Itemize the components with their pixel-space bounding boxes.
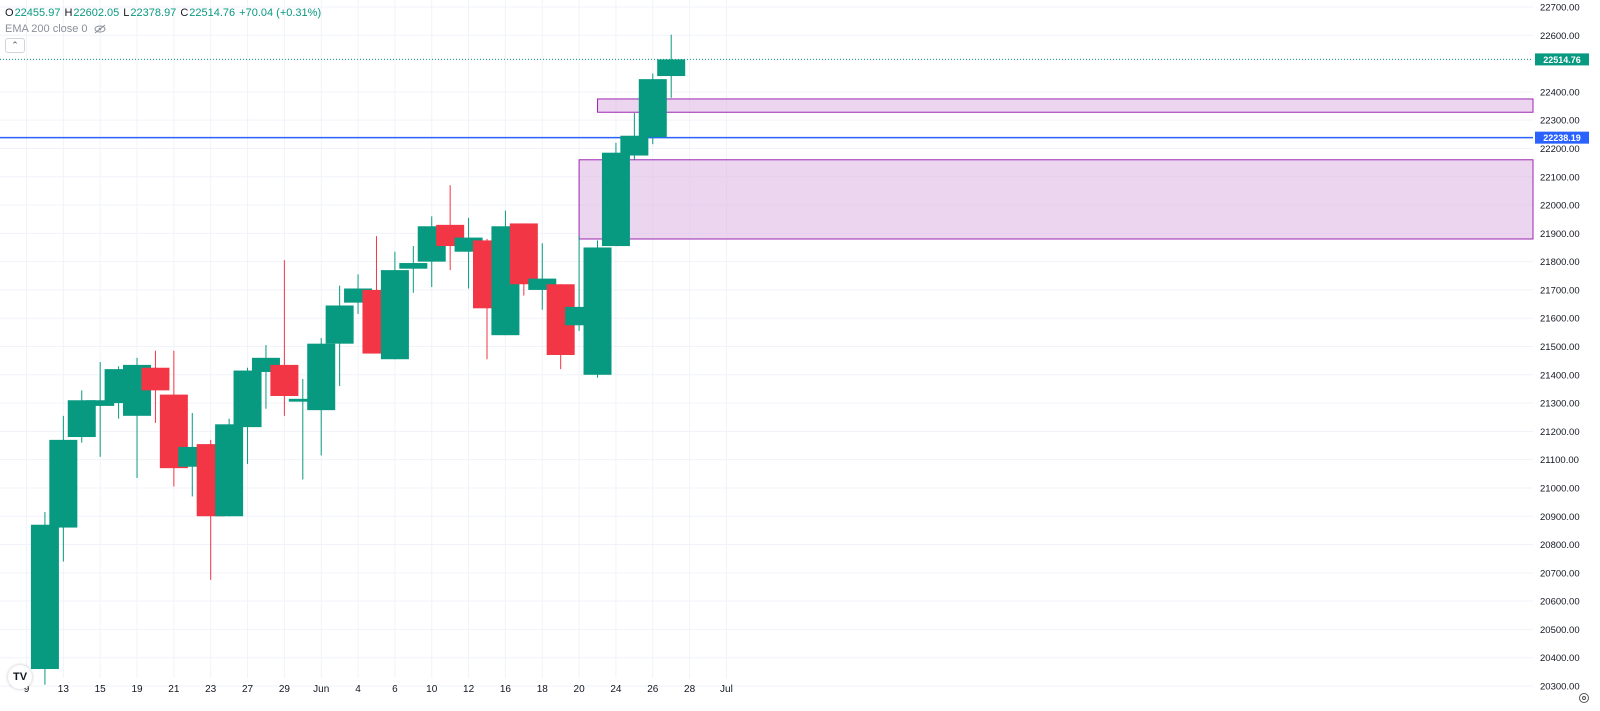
candle-body <box>380 270 409 360</box>
x-tick-label: 23 <box>205 684 217 695</box>
x-tick-label: 16 <box>500 684 512 695</box>
candle-body <box>399 263 428 269</box>
y-tick-label: 21800.00 <box>1540 257 1580 268</box>
y-tick-label: 20400.00 <box>1540 653 1580 664</box>
zone-rectangle <box>597 98 1534 113</box>
y-tick-label: 22000.00 <box>1540 201 1580 212</box>
y-tick-label: 22100.00 <box>1540 172 1580 183</box>
line-price-badge: 22238.19 <box>1543 133 1581 143</box>
candle-body <box>638 79 667 138</box>
y-tick-label: 22600.00 <box>1540 31 1580 42</box>
candle-body <box>67 400 96 438</box>
indicator-legend[interactable]: EMA 200 close 0 <box>5 23 106 35</box>
x-tick-label: 15 <box>95 684 107 695</box>
change-value: +70.04 (+0.31%) <box>239 7 322 19</box>
candle-body <box>620 135 649 156</box>
x-tick-label: 4 <box>355 684 361 695</box>
line-price-badge-bg <box>1535 131 1589 144</box>
collapse-legend-button[interactable]: ⌃ <box>5 38 25 53</box>
x-tick-label: 24 <box>610 684 622 695</box>
y-tick-label: 22400.00 <box>1540 87 1580 98</box>
y-tick-label: 21100.00 <box>1540 455 1579 466</box>
y-tick-label: 21000.00 <box>1540 483 1580 494</box>
open-value: 22455.97 <box>14 7 61 19</box>
y-tick-label: 21500.00 <box>1540 342 1580 353</box>
low-label: L <box>123 7 130 19</box>
x-tick-label: 10 <box>426 684 438 695</box>
y-tick-label: 21400.00 <box>1540 370 1580 381</box>
candle-body <box>30 524 59 670</box>
x-tick-label: 28 <box>684 684 696 695</box>
y-tick-label: 21600.00 <box>1540 314 1580 325</box>
y-tick-label: 20600.00 <box>1540 597 1580 608</box>
y-tick-label: 20700.00 <box>1540 568 1580 579</box>
x-tick-label: 12 <box>463 684 475 695</box>
y-tick-label: 22300.00 <box>1540 116 1580 127</box>
x-tick-label: 9 <box>24 684 30 695</box>
x-tick-label: 18 <box>537 684 549 695</box>
candle-body <box>141 367 170 391</box>
candle-body <box>288 398 317 402</box>
y-tick-label: 20300.00 <box>1540 682 1580 693</box>
close-value: 22514.76 <box>189 7 236 19</box>
x-tick-label: 26 <box>647 684 659 695</box>
high-value: 22602.05 <box>73 7 120 19</box>
candle-body <box>270 364 299 397</box>
x-tick-label: 29 <box>279 684 291 695</box>
x-tick-label: 21 <box>168 684 180 695</box>
y-tick-label: 21200.00 <box>1540 427 1580 438</box>
indicator-label[interactable]: EMA 200 close 0 <box>5 23 88 35</box>
candle-body <box>325 305 354 344</box>
x-tick-label: Jun <box>313 684 329 695</box>
x-tick-label: 19 <box>131 684 143 695</box>
candle-body <box>583 247 612 375</box>
last-price-badge: 22514.76 <box>1543 55 1581 65</box>
x-tick-label: 13 <box>58 684 70 695</box>
y-tick-label: 20800.00 <box>1540 540 1580 551</box>
ohlc-legend: O22455.97 H22602.05 L22378.97 C22514.76 … <box>5 7 321 19</box>
x-tick-label: 6 <box>392 684 398 695</box>
x-tick-label: Jul <box>720 684 733 695</box>
candle-body <box>307 343 336 411</box>
open-label: O <box>5 7 14 19</box>
low-value: 22378.97 <box>130 7 177 19</box>
y-tick-label: 22200.00 <box>1540 144 1580 155</box>
y-tick-label: 20500.00 <box>1540 625 1580 636</box>
zone-rectangle <box>578 159 1534 240</box>
y-tick-label: 22700.00 <box>1540 3 1580 14</box>
chevron-up-icon: ⌃ <box>11 40 19 50</box>
settings-icon[interactable] <box>1578 692 1590 704</box>
candle-body <box>233 370 262 428</box>
y-tick-label: 20900.00 <box>1540 512 1580 523</box>
x-tick-label: 20 <box>574 684 586 695</box>
candle-body <box>601 152 630 247</box>
high-label: H <box>64 7 73 19</box>
candle-body <box>86 400 115 406</box>
tradingview-logo-icon[interactable]: TV <box>8 665 32 689</box>
y-tick-label: 21900.00 <box>1540 229 1580 240</box>
close-label: C <box>180 7 189 19</box>
y-tick-label: 21300.00 <box>1540 399 1580 410</box>
y-tick-label: 21700.00 <box>1540 285 1580 296</box>
candle-body <box>509 223 538 285</box>
x-tick-label: 27 <box>242 684 254 695</box>
last-price-badge-bg <box>1535 53 1589 66</box>
candle-body <box>49 439 78 528</box>
candle-body <box>657 59 686 77</box>
candle-body <box>215 424 244 517</box>
candle-body <box>528 278 557 290</box>
eye-off-icon[interactable] <box>94 24 106 34</box>
